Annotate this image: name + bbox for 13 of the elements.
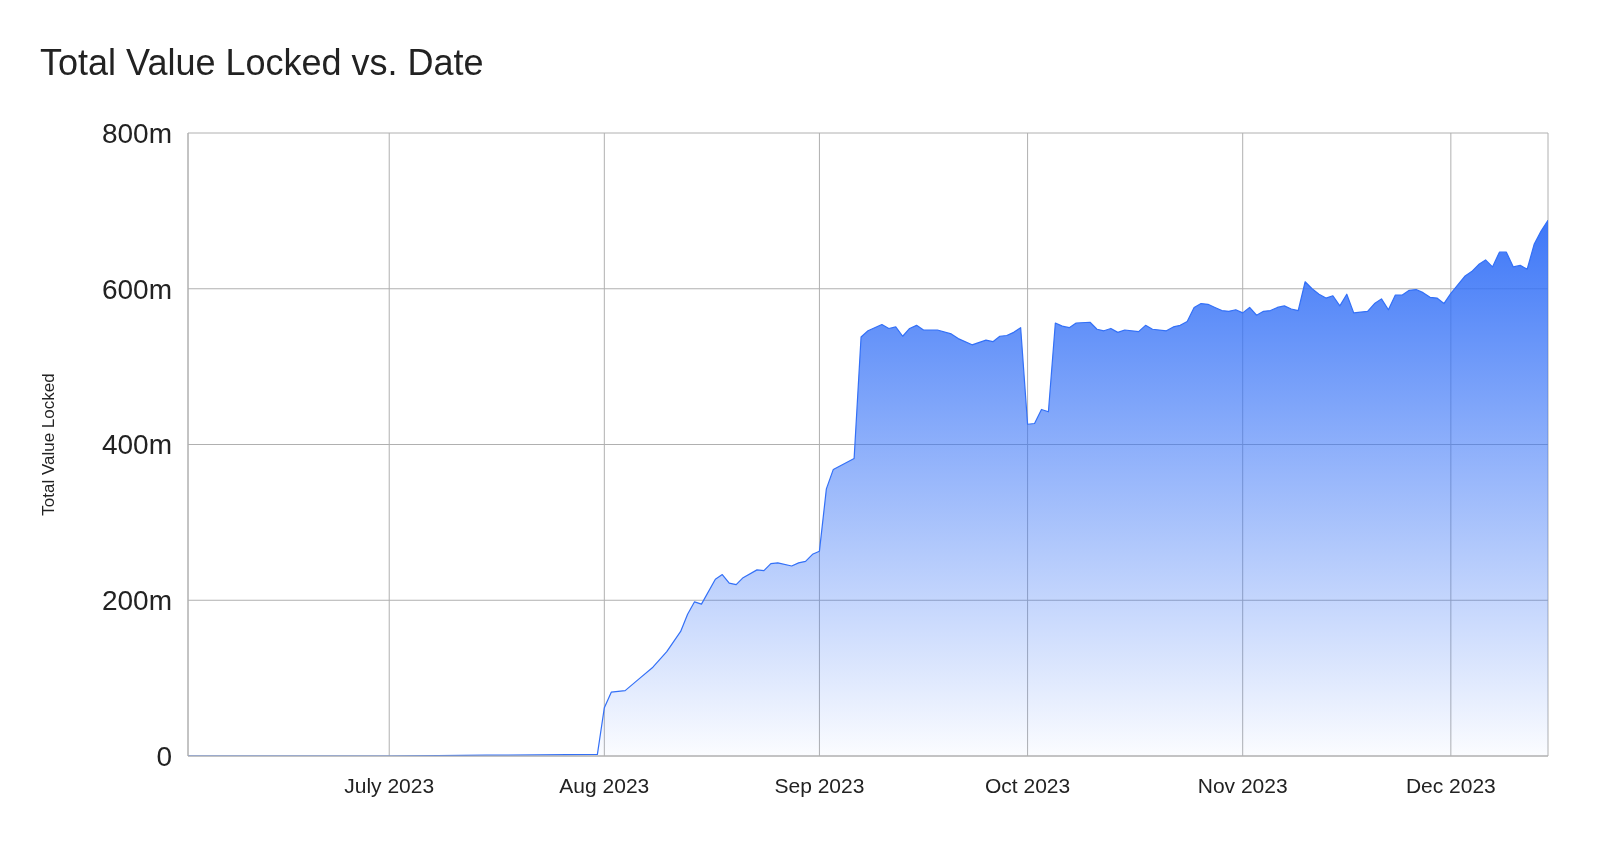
y-axis-title: Total Value Locked xyxy=(39,373,59,516)
y-tick-label: 800m xyxy=(101,117,172,149)
x-tick-label: July 2023 xyxy=(344,773,435,797)
x-tick-label: Sep 2023 xyxy=(774,773,865,797)
chart-title: Total Value Locked vs. Date xyxy=(40,42,484,84)
x-tick-label: Oct 2023 xyxy=(984,773,1071,797)
y-tick-label: 0 xyxy=(156,740,172,772)
y-tick-label: 400m xyxy=(101,429,172,461)
x-tick-label: Aug 2023 xyxy=(559,773,650,797)
x-tick-label: Dec 2023 xyxy=(1405,773,1496,797)
x-tick-label: Nov 2023 xyxy=(1197,773,1288,797)
y-tick-label: 600m xyxy=(101,273,172,305)
y-tick-label: 200m xyxy=(101,585,172,617)
